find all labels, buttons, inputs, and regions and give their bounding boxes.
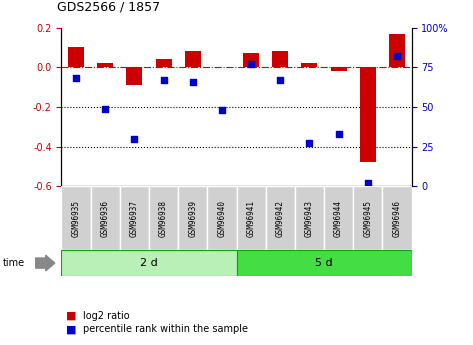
Text: log2 ratio: log2 ratio: [83, 311, 130, 321]
Bar: [97, 63, 113, 67]
Text: time: time: [2, 258, 25, 268]
Text: ■: ■: [66, 325, 77, 334]
Point: [101, 106, 109, 111]
Bar: [324, 186, 353, 250]
Bar: [207, 186, 236, 250]
Bar: [156, 59, 172, 67]
Bar: [61, 250, 236, 276]
Text: GSM96938: GSM96938: [159, 200, 168, 237]
Bar: [360, 67, 376, 162]
Text: GDS2566 / 1857: GDS2566 / 1857: [57, 1, 160, 14]
Text: GSM96937: GSM96937: [130, 200, 139, 237]
Point: [189, 79, 197, 84]
Bar: [236, 186, 266, 250]
Bar: [68, 47, 84, 67]
Bar: [236, 250, 412, 276]
Text: GSM96935: GSM96935: [71, 200, 80, 237]
Point: [364, 180, 372, 186]
Bar: [301, 63, 317, 67]
Bar: [353, 186, 382, 250]
Bar: [178, 186, 207, 250]
Text: 2 d: 2 d: [140, 258, 158, 268]
Text: GSM96945: GSM96945: [363, 200, 372, 237]
Point: [306, 141, 313, 146]
Point: [160, 77, 167, 83]
Point: [72, 76, 80, 81]
Bar: [61, 186, 91, 250]
Point: [247, 61, 255, 67]
Bar: [272, 51, 288, 67]
Text: ■: ■: [66, 311, 77, 321]
Bar: [331, 67, 347, 71]
Bar: [266, 186, 295, 250]
Text: GSM96936: GSM96936: [101, 200, 110, 237]
Bar: [91, 186, 120, 250]
Text: GSM96944: GSM96944: [334, 200, 343, 237]
Bar: [382, 186, 412, 250]
Bar: [295, 186, 324, 250]
Text: percentile rank within the sample: percentile rank within the sample: [83, 325, 248, 334]
Point: [276, 77, 284, 83]
Text: 5 d: 5 d: [315, 258, 333, 268]
Point: [335, 131, 342, 137]
Bar: [185, 51, 201, 67]
Bar: [389, 33, 405, 67]
Bar: [243, 53, 259, 67]
Text: GSM96942: GSM96942: [276, 200, 285, 237]
Text: GSM96939: GSM96939: [188, 200, 197, 237]
Bar: [120, 186, 149, 250]
Text: GSM96943: GSM96943: [305, 200, 314, 237]
Bar: [126, 67, 142, 85]
Text: GSM96941: GSM96941: [246, 200, 255, 237]
Point: [218, 107, 226, 113]
Bar: [149, 186, 178, 250]
Text: GSM96940: GSM96940: [218, 200, 227, 237]
FancyArrow shape: [35, 255, 55, 271]
Point: [131, 136, 138, 141]
Text: GSM96946: GSM96946: [393, 200, 402, 237]
Point: [393, 53, 401, 59]
